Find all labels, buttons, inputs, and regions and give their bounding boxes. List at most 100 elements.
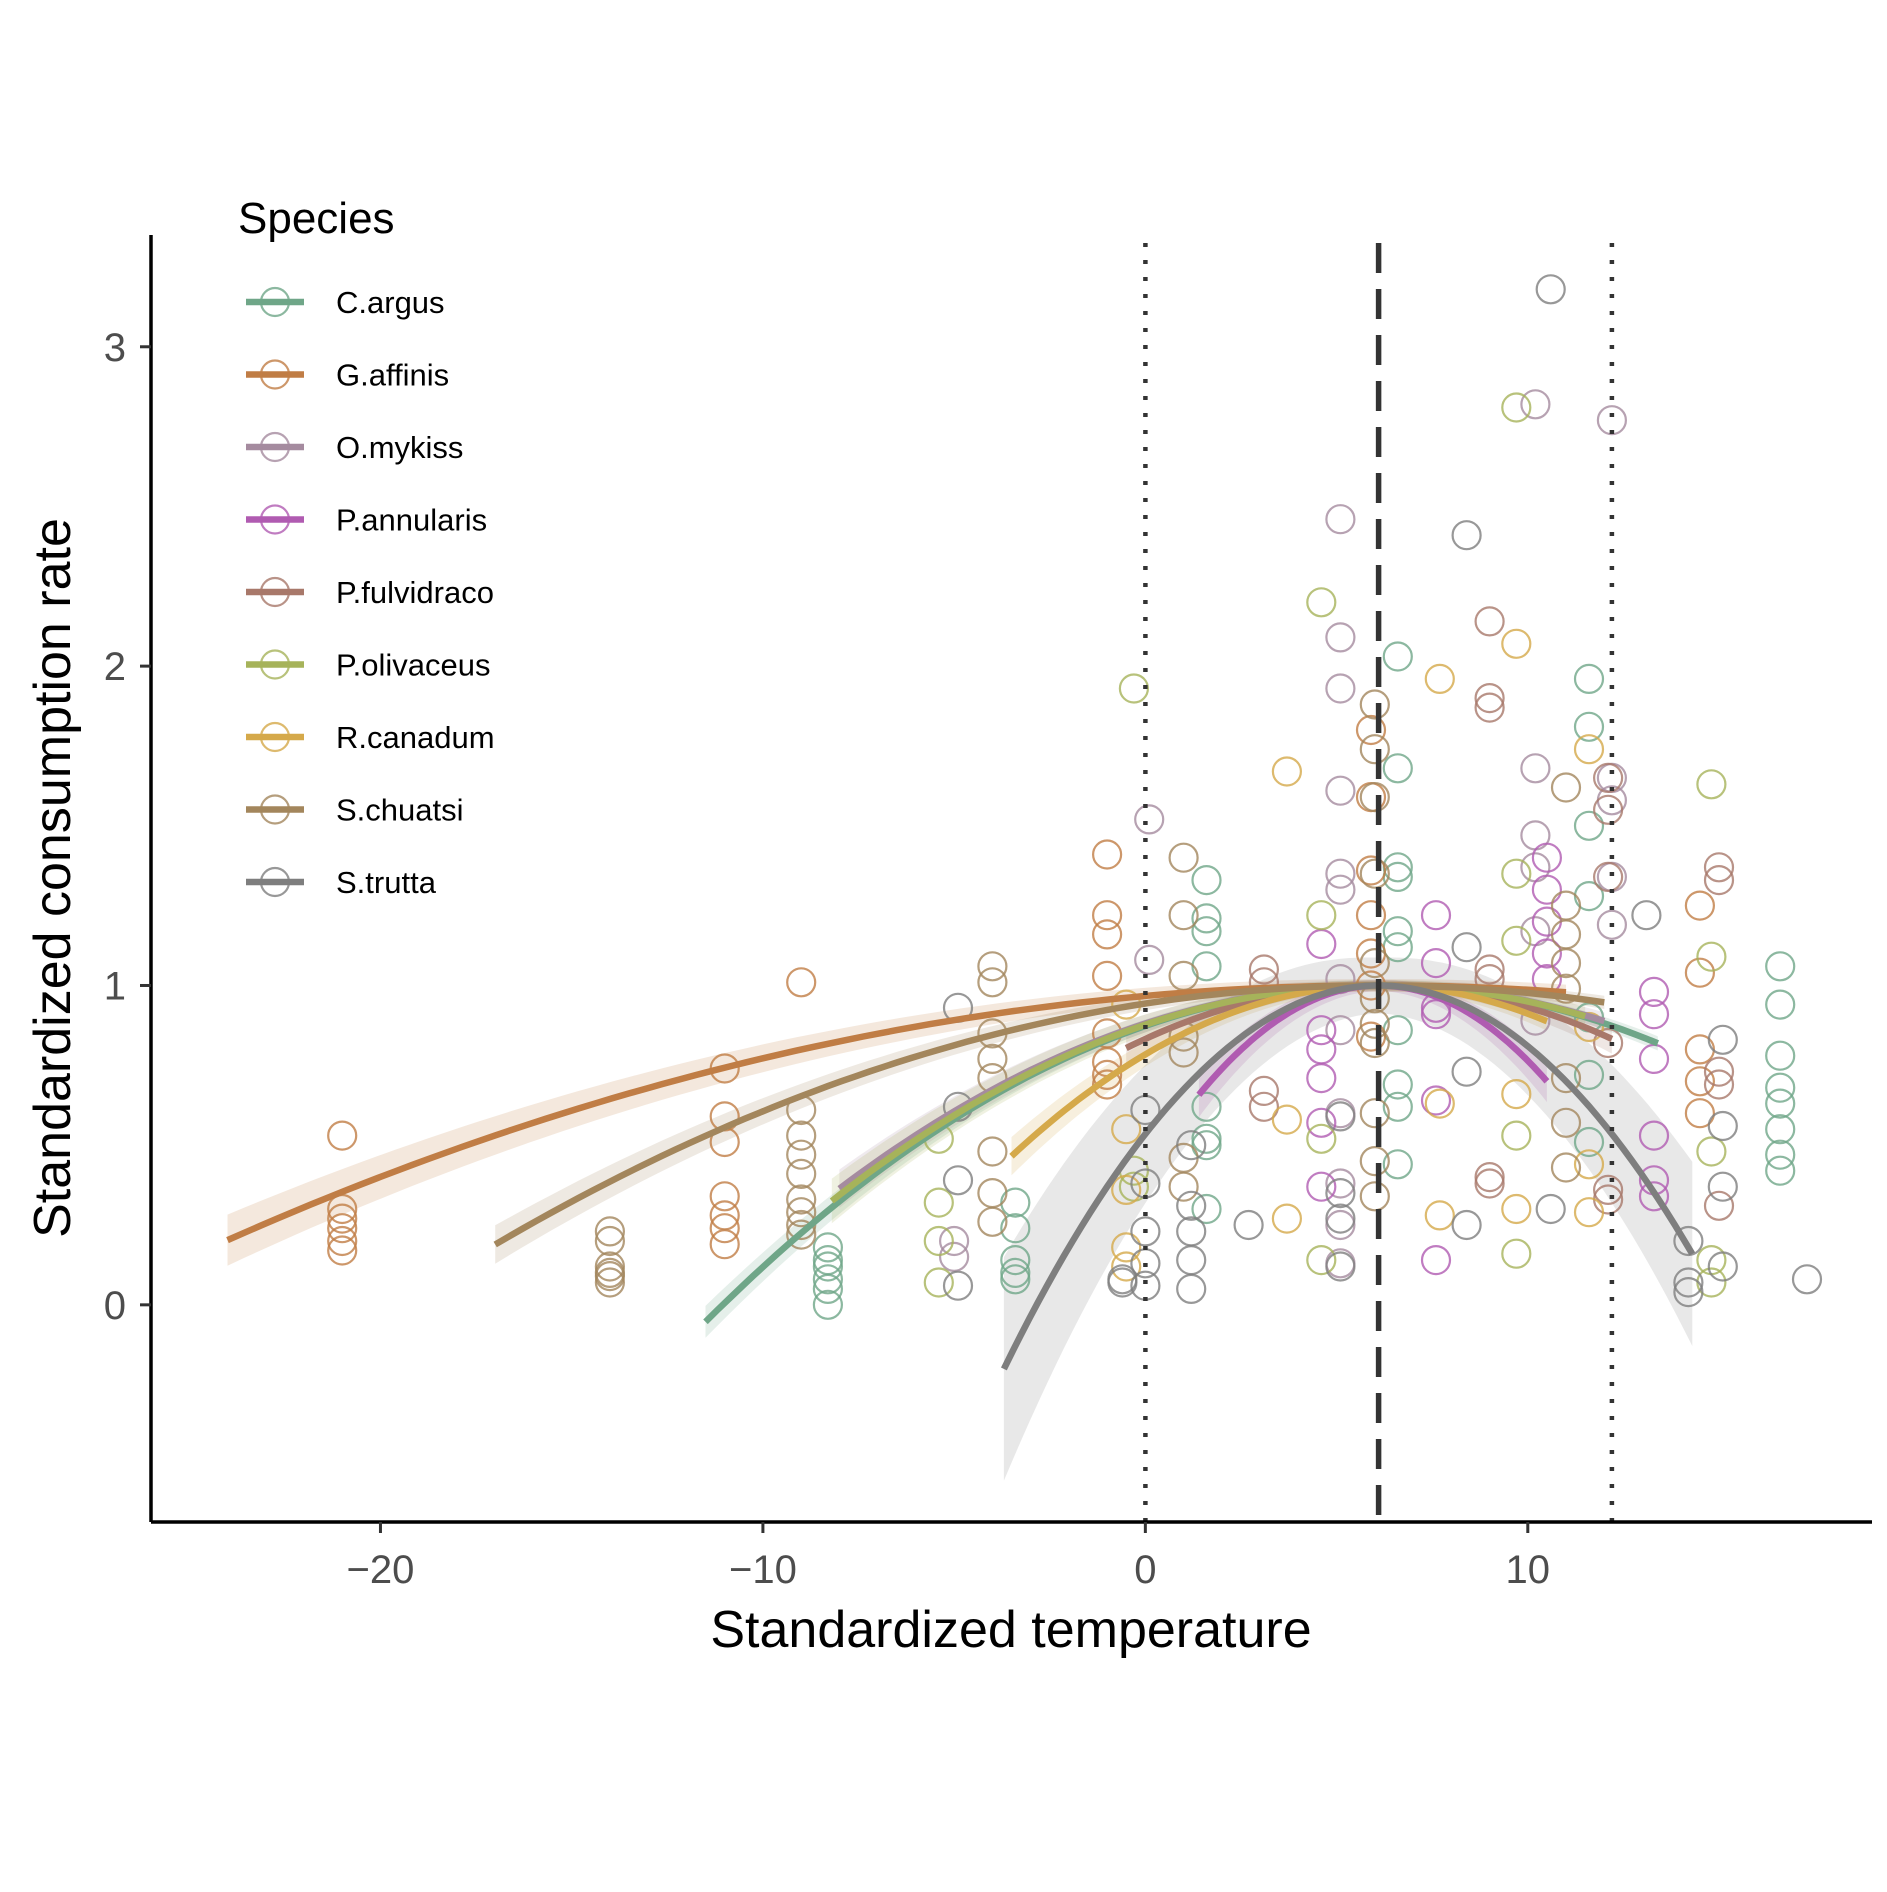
p-olivaceus-point (1696, 941, 1727, 972)
c-argus-point (1765, 951, 1796, 982)
p-fulvidraco-point (1248, 1091, 1280, 1122)
p-olivaceus-point (1501, 1238, 1532, 1269)
p-annularis-point (1638, 1181, 1670, 1212)
legend-item-s-trutta: S.trutta (246, 865, 437, 900)
p-olivaceus-point (1306, 1244, 1337, 1276)
s-trutta-point (1107, 1264, 1138, 1295)
s-chuatsi-point (1359, 734, 1390, 765)
y-tick-label: 1 (104, 964, 126, 1008)
p-fulvidraco-point (1474, 692, 1505, 723)
s-chuatsi-point (1359, 1098, 1390, 1129)
x-ticks: −20 −10 0 10 (347, 1522, 1550, 1592)
s-trutta-point (1707, 1110, 1738, 1142)
c-argus-point (1765, 1072, 1796, 1103)
legend-key-point (259, 866, 291, 898)
g-affinis-point (1684, 1098, 1716, 1129)
legend-key-point (259, 794, 291, 825)
r-canadum-point (1573, 1149, 1605, 1180)
c-argus-point (1191, 1123, 1222, 1154)
g-affinis-point (1355, 1021, 1387, 1052)
r-canadum-point (1573, 1197, 1605, 1228)
p-fulvidraco-point (1248, 954, 1280, 985)
legend-key-point (259, 286, 291, 318)
s-trutta-point (1325, 1203, 1356, 1234)
s-chuatsi-point (594, 1251, 626, 1282)
o-mykiss-point (938, 1241, 970, 1273)
p-annularis-point (1531, 874, 1563, 905)
g-affinis-point (786, 967, 817, 998)
p-annularis-point (1420, 947, 1452, 979)
o-mykiss-point (1325, 775, 1356, 806)
o-mykiss-point (1520, 389, 1551, 420)
o-mykiss-point (1325, 622, 1356, 653)
p-annularis-point (1306, 1015, 1337, 1046)
s-chuatsi-point (786, 1197, 817, 1228)
c-argus-point (812, 1232, 844, 1263)
s-chuatsi-point (594, 1225, 626, 1257)
s-trutta-point (1451, 520, 1482, 551)
c-argus-point (1573, 663, 1605, 695)
fitted-curves (226, 982, 1696, 1371)
s-chuatsi-point (1359, 858, 1390, 889)
confidence-ribbons (227, 957, 1693, 1481)
p-annularis-point (1638, 1043, 1670, 1075)
g-affinis-point (1355, 900, 1387, 931)
legend-item-o-mykiss: O.mykiss (246, 430, 463, 465)
p-fulvidraco-point (1703, 852, 1735, 883)
c-argus-point (812, 1251, 844, 1282)
p-annularis-point (1638, 1120, 1670, 1151)
legend-key-point (259, 721, 291, 753)
p-annularis-point (1420, 1244, 1452, 1276)
c-argus-point (1191, 864, 1222, 896)
s-chuatsi-point (1359, 1145, 1390, 1177)
o-mykiss-point (1596, 405, 1628, 436)
g-affinis-point (709, 1181, 740, 1212)
s-trutta-point (1176, 1190, 1207, 1221)
g-affinis-point (1091, 1059, 1123, 1091)
p-olivaceus-point (923, 1187, 954, 1218)
p-fulvidraco-point (1703, 1190, 1735, 1221)
o-mykiss-point (1134, 944, 1165, 976)
p-olivaceus-point (1501, 1120, 1532, 1151)
c-argus-point (1382, 753, 1413, 784)
s-chuatsi-point (1359, 1008, 1390, 1039)
s-trutta-point (1176, 1130, 1207, 1161)
s-chuatsi-point (1550, 919, 1582, 950)
s-chuatsi-point (1168, 1171, 1199, 1202)
s-trutta-point (1707, 1024, 1738, 1055)
legend-label: R.canadum (336, 720, 495, 755)
s-chuatsi-point (1550, 1152, 1582, 1183)
p-fulvidraco-point (1592, 794, 1624, 825)
s-chuatsi-point (1359, 1027, 1390, 1059)
r-canadum-point (1271, 756, 1303, 787)
y-tick-label: 0 (104, 1284, 126, 1328)
s-chuatsi-point (594, 1267, 626, 1298)
g-affinis-point (1091, 839, 1123, 870)
p-fulvidraco-point (1703, 1069, 1735, 1100)
r-canadum-point (1573, 734, 1605, 765)
legend-items: C.argus G.affinis O.mykiss P.annularis P.ful… (246, 285, 495, 900)
r-canadum-point (1573, 1011, 1605, 1043)
s-trutta-point (1176, 1273, 1207, 1305)
c-argus-point (1765, 1114, 1796, 1145)
p-olivaceus-point (1696, 769, 1727, 800)
s-chuatsi-point (1168, 900, 1199, 931)
r-canadum-point (1424, 1088, 1455, 1119)
x-tick-label: −20 (347, 1548, 415, 1592)
s-chuatsi-confidence-band (495, 980, 1605, 1264)
p-annularis-point (1638, 999, 1670, 1030)
s-chuatsi-point (1359, 1181, 1390, 1212)
c-argus-point (1000, 1257, 1031, 1289)
s-chuatsi-point (1550, 1107, 1582, 1138)
g-affinis-point (1355, 855, 1387, 886)
p-olivaceus-point (1118, 673, 1150, 704)
c-argus-point (1382, 1069, 1413, 1100)
p-olivaceus-point (923, 1225, 954, 1257)
x-axis-label: Standardized temperature (710, 1601, 1311, 1659)
s-chuatsi-point (977, 951, 1008, 982)
legend-label: G.affinis (336, 358, 449, 393)
p-olivaceus-point (923, 1267, 954, 1298)
c-argus-point (1573, 1126, 1605, 1158)
legend-key-point (259, 431, 291, 463)
